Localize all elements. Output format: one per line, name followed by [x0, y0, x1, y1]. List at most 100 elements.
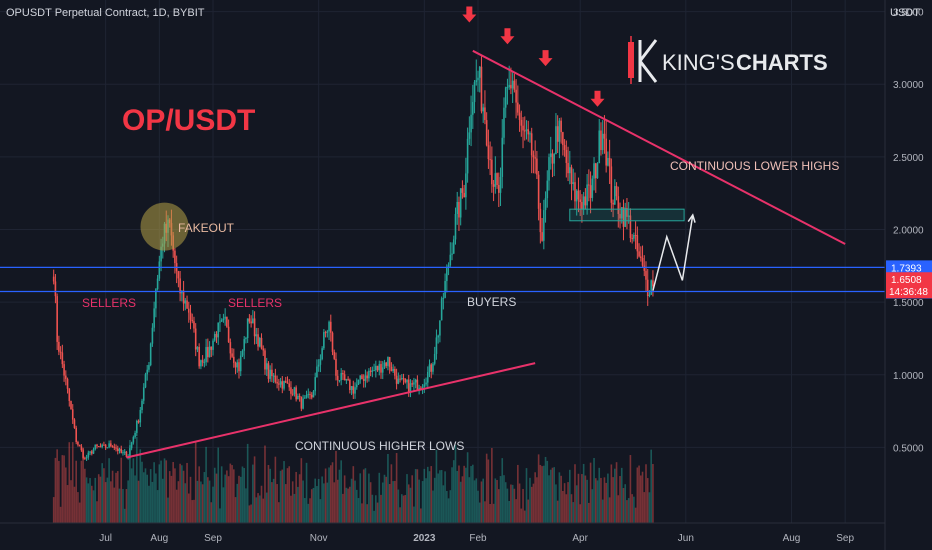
volume-bar	[338, 469, 341, 523]
candle-body	[200, 360, 202, 367]
volume-bar	[160, 460, 162, 523]
volume-bar	[317, 478, 320, 523]
candle-body	[456, 201, 459, 214]
candle-body	[510, 85, 512, 89]
brand-name-king: KING'S	[662, 50, 735, 75]
candle-body	[258, 337, 261, 347]
candle-body	[139, 410, 142, 423]
volume-bar	[473, 480, 476, 523]
volume-bar	[328, 467, 330, 523]
candle-body	[600, 130, 602, 151]
candle-body	[283, 380, 285, 389]
candle-body	[650, 280, 652, 295]
x-tick-label: Aug	[150, 533, 168, 544]
y-tick-label: 2.5000	[893, 153, 924, 164]
volume-bar	[329, 465, 332, 523]
candle-body	[355, 384, 358, 388]
candle-body	[475, 80, 478, 83]
candle-body	[71, 409, 74, 420]
volume-bar	[264, 445, 266, 523]
candle-body	[645, 270, 647, 280]
candle-body	[250, 321, 252, 324]
volume-bar	[485, 453, 488, 523]
volume-bar	[612, 477, 614, 523]
candle-body	[340, 372, 342, 381]
volume-bar	[217, 447, 220, 523]
candle-body	[496, 173, 498, 186]
candle-body	[361, 375, 363, 380]
volume-bar	[283, 461, 285, 523]
volume-bar	[513, 488, 516, 523]
candle-body	[624, 207, 627, 227]
candle-body	[248, 318, 251, 322]
candle-body	[219, 321, 221, 323]
volume-bar	[77, 492, 79, 523]
candle-body	[607, 157, 609, 166]
candle-body	[349, 379, 351, 391]
volume-bar	[193, 499, 195, 523]
volume-bar	[290, 495, 292, 523]
volume-bar	[324, 468, 327, 523]
candle-body	[459, 188, 462, 218]
candle-body	[297, 395, 299, 400]
volume-bar	[262, 498, 265, 523]
candle-body	[252, 318, 254, 324]
candle-body	[304, 397, 306, 399]
volume-bar	[248, 505, 251, 523]
volume-bar	[636, 467, 639, 523]
candle-body	[90, 451, 93, 454]
candle-body	[421, 386, 424, 388]
volume-bar	[241, 466, 244, 523]
volume-bar	[326, 482, 329, 523]
volume-bar	[428, 471, 431, 523]
candle-body	[544, 198, 547, 211]
volume-bar	[511, 484, 514, 523]
volume-bar	[426, 466, 429, 523]
volume-bar	[492, 503, 495, 523]
candle-body	[198, 346, 200, 367]
candle-body	[452, 239, 455, 254]
volume-bar	[203, 472, 206, 523]
candle-body	[153, 308, 155, 328]
candle-body	[466, 138, 469, 174]
volume-bar	[231, 465, 233, 523]
volume-bar	[394, 480, 396, 523]
candle-body	[461, 188, 464, 193]
volume-bar	[641, 471, 644, 523]
candle-body	[245, 338, 247, 340]
volume-bar	[84, 468, 86, 523]
volume-bar	[615, 462, 618, 523]
volume-bar	[94, 477, 97, 523]
candle-body	[652, 280, 654, 287]
volume-bar	[194, 442, 197, 523]
candle-body	[414, 379, 417, 383]
candle-body	[617, 196, 620, 215]
candle-body	[383, 362, 386, 368]
volume-bar	[440, 470, 443, 523]
candle-body	[473, 82, 476, 103]
volume-bar	[397, 489, 400, 523]
candle-body	[643, 265, 646, 271]
volume-bar	[99, 476, 102, 523]
x-tick-label: Apr	[572, 533, 588, 544]
candle-body	[601, 133, 604, 151]
volume-bar	[421, 481, 424, 523]
volume-bar	[134, 475, 136, 523]
candle-body	[101, 444, 103, 447]
candle-body	[82, 450, 84, 458]
candle-body	[324, 332, 327, 334]
volume-bar	[255, 497, 258, 523]
candle-body	[65, 375, 67, 379]
volume-bar	[189, 476, 192, 523]
volume-bar	[187, 493, 190, 523]
volume-bar	[213, 467, 216, 523]
volume-bar	[148, 485, 150, 523]
volume-bar	[487, 459, 490, 523]
candle-body	[532, 155, 535, 158]
volume-bar	[321, 476, 323, 523]
candle-body	[529, 133, 531, 135]
volume-bar	[432, 490, 434, 523]
volume-bar	[463, 465, 465, 523]
volume-bar	[385, 476, 388, 523]
